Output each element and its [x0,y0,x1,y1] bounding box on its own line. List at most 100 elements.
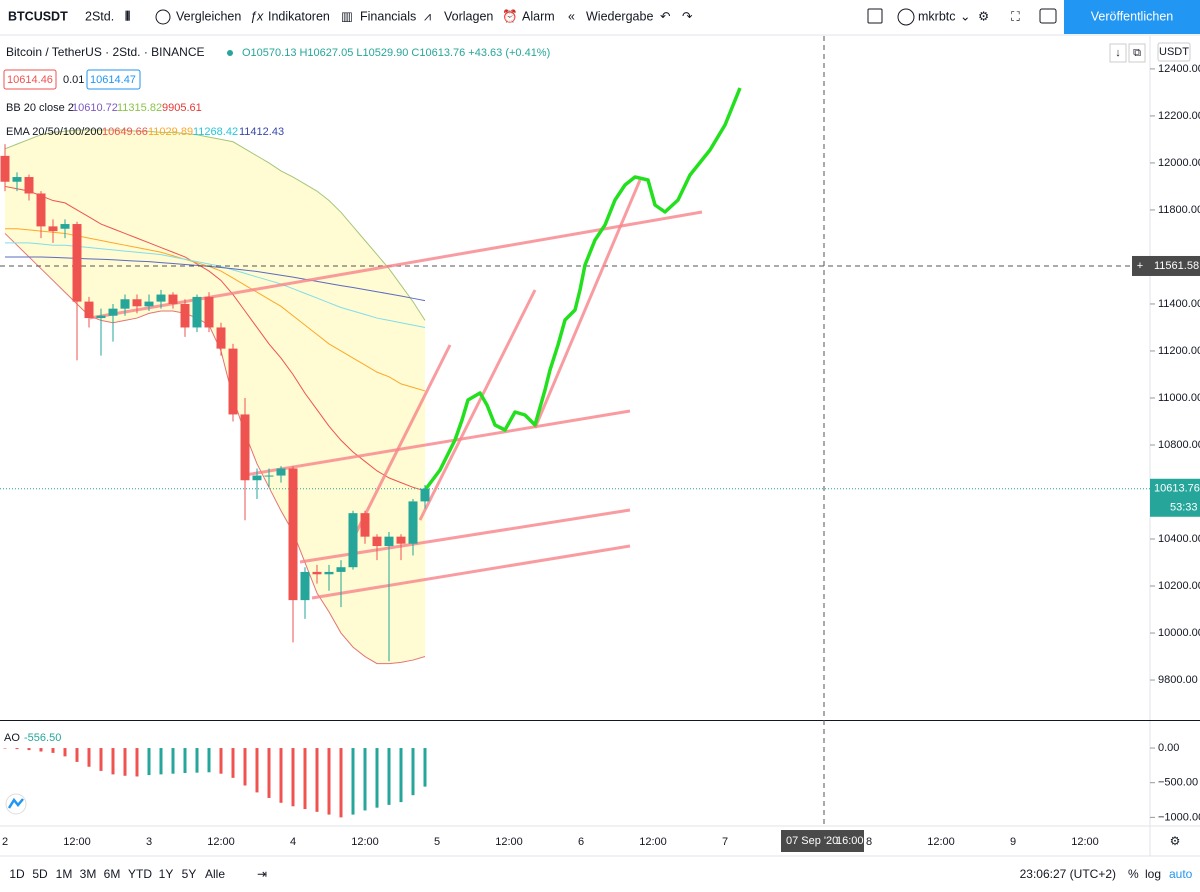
bb-upper: 11315.82 [117,102,162,114]
trend-line[interactable] [353,344,452,536]
ema-line [4,185,426,492]
log-toggle[interactable]: log [1145,867,1161,881]
trend-line[interactable] [244,409,631,477]
settings[interactable]: ⚙ [978,9,989,23]
x-tick-label: 9 [1010,836,1016,848]
y-tick-label: 10800.00 [1158,439,1200,451]
compare[interactable]: Vergleichen [176,9,241,23]
bb-lower [4,233,426,665]
replay[interactable]: Wiedergabe [586,9,653,23]
ao-bar [279,748,283,803]
bb-lower: 9905.61 [162,102,202,114]
bid-box [3,69,57,90]
indicators[interactable]: Indikatoren [268,9,330,23]
publish-button[interactable] [1064,0,1200,34]
user-menu[interactable]: ⌄ [960,9,970,23]
y-tick-label: 9800.00 [1158,674,1198,686]
redo[interactable]: ↷ [682,9,693,23]
bb-basis: 10610.72 [72,102,118,114]
candle-body [264,475,274,477]
crosshair-date-box [781,830,864,852]
alarm[interactable]: Alarm [522,9,555,23]
trend-line[interactable] [311,544,631,600]
ao-bar [267,748,271,798]
ao-bar [291,748,295,807]
goto-date[interactable]: ⇥ [257,867,267,881]
y-tick-label: 11200.00 [1158,345,1200,357]
auto-toggle[interactable]: auto [1169,867,1193,881]
undo[interactable]: ↶ [660,9,671,23]
candle-body [288,468,298,601]
tv-logo-mark[interactable] [7,797,24,809]
financials[interactable]: Financials [360,9,416,23]
user-icon[interactable] [897,8,915,26]
range-button[interactable]: 1D [9,867,25,881]
candle-body [12,177,22,182]
brush-drawing[interactable] [423,87,742,492]
candle-body [204,296,214,328]
spread: 0.01 [63,74,84,86]
indicators-icon[interactable]: ƒx [250,9,264,23]
compare-icon[interactable] [155,9,171,25]
fullscreen[interactable]: ⛶ [1010,9,1021,23]
trend-line[interactable] [533,179,642,429]
y-tick-label: 12000.00 [1158,157,1200,169]
templates-icon[interactable]: ⩘ [424,9,431,23]
range-button[interactable]: 6M [104,867,121,881]
percent-toggle[interactable]: % [1128,867,1139,881]
scroll-down-icon[interactable]: ↓ [1115,47,1121,59]
bar-style-icon[interactable]: ⫴ [125,9,130,23]
scroll-down[interactable] [1109,43,1127,63]
range-button[interactable]: 5Y [182,867,197,881]
crosshair-time: 16:00 [836,835,864,847]
currency-box[interactable] [1157,42,1191,62]
candle-body [72,224,82,302]
ao-bar [411,748,415,796]
bb-upper [4,129,426,321]
range-button[interactable]: 5D [32,867,48,881]
ao-bar [399,748,403,803]
axis-settings[interactable]: ⚙ [1170,834,1181,848]
candle-body [84,301,94,319]
ao-bar [123,748,127,776]
ema-200: 11412.43 [239,126,284,138]
legend-ohlc: O10570.13 H10627.05 L10529.90 C10613.76 … [242,47,550,59]
ao-bar [423,748,427,787]
ao-bar [231,748,235,778]
currency[interactable]: USDT [1159,46,1189,58]
symbol[interactable]: BTCUSDT [8,9,68,23]
range-button[interactable]: YTD [128,867,152,881]
market-status [227,50,233,56]
snapshot[interactable] [1039,8,1057,24]
bb-fill [5,130,425,664]
ao-bar [147,748,151,776]
candle-body [36,193,46,227]
x-tick-label: 12:00 [1071,836,1099,848]
x-tick-label: 7 [722,836,728,848]
alarm-icon[interactable]: ⏰ [502,8,518,23]
candle-body [228,348,238,415]
candle-body [180,303,190,328]
financials-icon[interactable]: ▥ [341,9,353,23]
user[interactable]: mkrbtc [918,9,956,23]
replay-icon[interactable]: « [568,9,575,23]
ao-tick-label: −500.00 [1158,777,1198,789]
ao-bar [339,748,343,818]
interval[interactable]: 2Std. [85,9,114,23]
range-button[interactable]: Alle [205,867,225,881]
maximize-icon[interactable]: ⧉ [1133,47,1141,59]
last-price: 10613.76 [1154,483,1200,495]
templates[interactable]: Vorlagen [444,9,493,23]
x-tick-label: 8 [866,836,872,848]
maximize[interactable] [1128,43,1146,63]
range-button[interactable]: 1Y [159,867,174,881]
range-button[interactable]: 1M [56,867,73,881]
y-tick-label: 12400.00 [1158,63,1200,75]
ao-bar [183,748,187,773]
candle-body [420,488,430,502]
candle-body [168,294,178,304]
range-button[interactable]: 3M [80,867,97,881]
layout-toggle[interactable] [867,8,883,24]
publish[interactable]: Veröffentlichen [1091,9,1174,23]
trend-line[interactable] [418,289,537,521]
